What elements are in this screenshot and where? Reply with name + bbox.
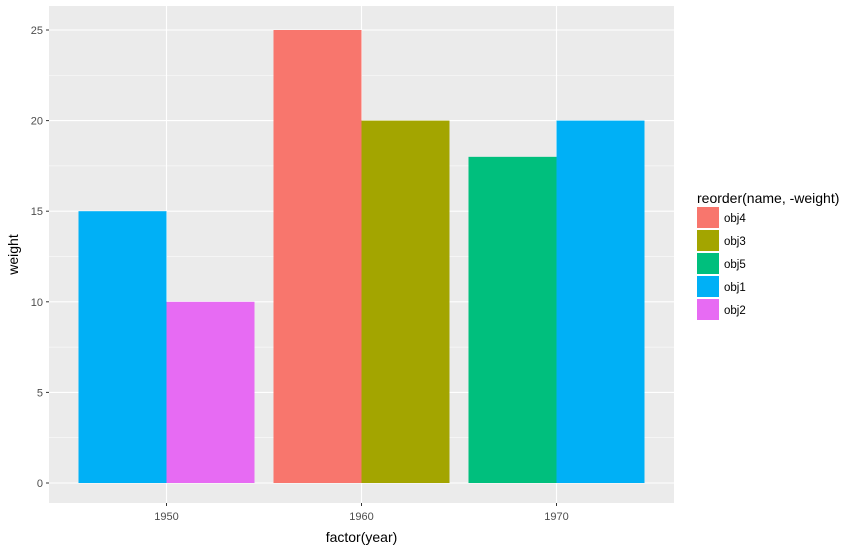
y-tick-label: 25 xyxy=(31,25,43,37)
y-tick-label: 20 xyxy=(31,116,43,128)
legend-key-obj4 xyxy=(697,207,719,228)
legend: reorder(name, -weight) obj4 obj3 obj5 obj1 o… xyxy=(697,190,839,320)
x-axis: 1950 1960 1970 xyxy=(154,503,569,523)
bar-1950-obj2 xyxy=(166,301,255,483)
x-tick-label: 1950 xyxy=(154,511,178,523)
bar-1970-obj1 xyxy=(556,120,645,483)
bar-1960-obj3 xyxy=(361,120,450,483)
bars xyxy=(78,30,645,483)
y-tick-label: 5 xyxy=(37,387,43,399)
y-tick-label: 10 xyxy=(31,297,43,309)
x-axis-title: factor(year) xyxy=(326,529,398,545)
legend-label-obj2: obj2 xyxy=(724,305,746,317)
bar-1960-obj4 xyxy=(273,30,362,483)
y-tick-label: 0 xyxy=(37,478,43,490)
y-axis: 0 5 10 15 20 25 xyxy=(31,25,49,490)
x-tick-label: 1960 xyxy=(349,511,373,523)
x-tick-label: 1970 xyxy=(544,511,568,523)
bar-1950-obj1 xyxy=(78,211,167,483)
legend-label-obj5: obj5 xyxy=(724,259,746,271)
legend-label-obj3: obj3 xyxy=(724,236,746,248)
legend-title: reorder(name, -weight) xyxy=(697,190,839,206)
y-tick-label: 15 xyxy=(31,206,43,218)
legend-key-obj3 xyxy=(697,230,719,251)
y-axis-title: weight xyxy=(5,234,21,276)
legend-key-obj1 xyxy=(697,276,719,297)
legend-key-obj5 xyxy=(697,253,719,274)
legend-label-obj1: obj1 xyxy=(724,282,746,294)
bar-1970-obj5 xyxy=(468,156,557,483)
legend-key-obj2 xyxy=(697,299,719,320)
legend-label-obj4: obj4 xyxy=(724,213,746,225)
